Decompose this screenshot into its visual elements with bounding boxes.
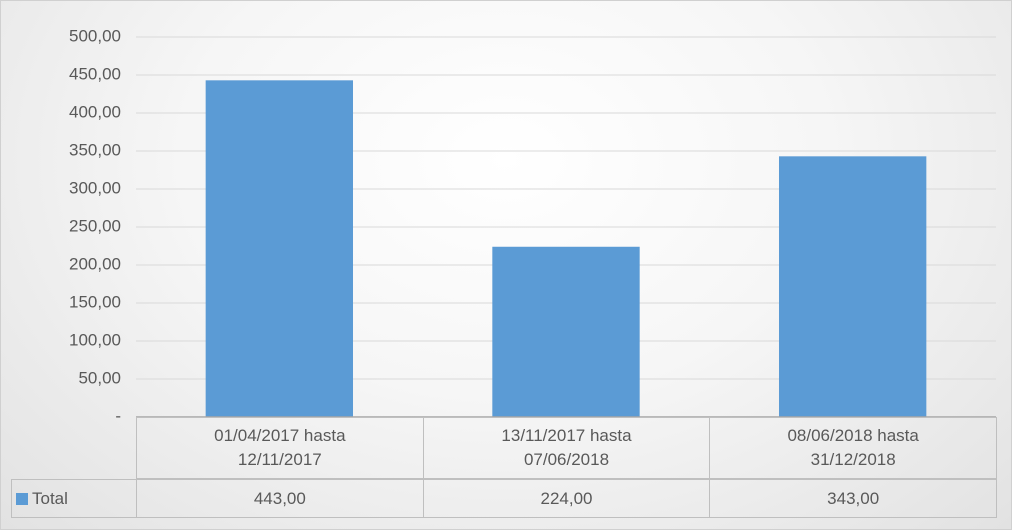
y-tick-label: 400,00 <box>69 102 121 121</box>
y-tick-label: 250,00 <box>69 216 121 235</box>
bar <box>492 246 640 417</box>
y-tick-label: 50,00 <box>78 368 121 387</box>
bar <box>778 156 927 417</box>
value-cell-text: 343,00 <box>827 488 880 508</box>
value-cell: 224,00 <box>422 479 711 518</box>
y-tick-label: 200,00 <box>69 254 121 273</box>
legend-label: Total <box>32 488 68 508</box>
y-tick-label: 150,00 <box>69 292 121 311</box>
category-cell-text: 08/06/2018 hasta 31/12/2018 <box>787 426 919 469</box>
value-cell-text: 224,00 <box>540 488 593 508</box>
bar <box>205 80 354 417</box>
category-cell: 01/04/2017 hasta 12/11/2017 <box>136 417 424 479</box>
legend-cell: Total <box>11 479 137 518</box>
category-cell: 13/11/2017 hasta 07/06/2018 <box>422 417 711 479</box>
y-tick-label: 300,00 <box>69 178 121 197</box>
y-tick-label: 450,00 <box>69 64 121 83</box>
category-cell-text: 01/04/2017 hasta 12/11/2017 <box>214 426 346 469</box>
y-tick-label: 350,00 <box>69 140 121 159</box>
value-cell: 443,00 <box>136 479 424 518</box>
y-tick-label: 500,00 <box>69 26 121 45</box>
category-cell: 08/06/2018 hasta 31/12/2018 <box>709 417 997 479</box>
value-cell-text: 443,00 <box>253 488 306 508</box>
y-tick-label: - <box>115 406 121 425</box>
legend-key <box>16 492 28 505</box>
value-cell: 343,00 <box>709 479 997 518</box>
category-cell-text: 13/11/2017 hasta 07/06/2018 <box>501 426 632 469</box>
y-tick-label: 100,00 <box>69 330 121 349</box>
